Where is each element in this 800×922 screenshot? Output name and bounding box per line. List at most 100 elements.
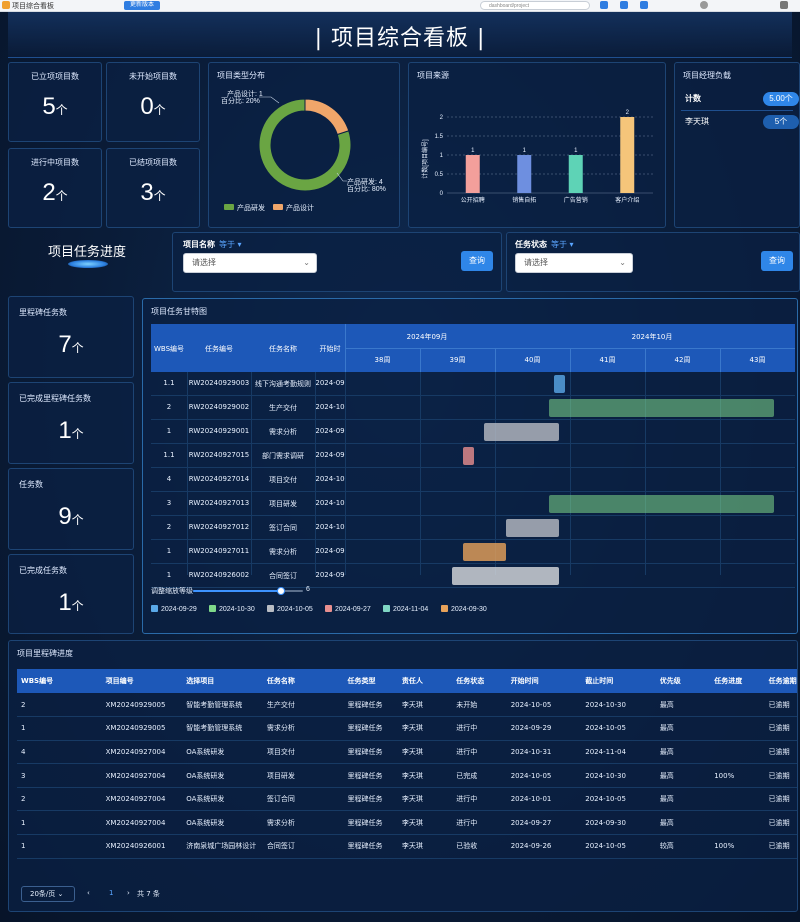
legend-item[interactable]: 2024-10-05: [267, 605, 313, 613]
query-button[interactable]: 查询: [461, 251, 493, 271]
table-cell: 2024-10-30: [581, 763, 656, 788]
glow-disc-icon: [68, 260, 108, 268]
table-row[interactable]: 2 XM20240929005 智能考勤管理系统 生产交付 里程碑任务 李天琪 未开始 202…: [17, 693, 797, 718]
table-header-cell[interactable]: WBS编号: [17, 669, 102, 693]
gantt-row[interactable]: 3 RW20240927013 项目研发 2024-10: [151, 492, 795, 516]
gantt-row[interactable]: 4 RW20240927014 项目交付 2024-10: [151, 468, 795, 492]
legend-item[interactable]: 2024-09-27: [325, 605, 371, 613]
table-header-cell[interactable]: 责任人: [397, 669, 453, 693]
gantt-row[interactable]: 1 RW20240926002 合同签订 2024-09: [151, 564, 795, 588]
stat-label: 已结项项目数: [129, 158, 177, 167]
filter-operator[interactable]: 等于 ▾: [551, 240, 574, 249]
gantt-row[interactable]: 2 RW20240929002 生产交付 2024-10: [151, 396, 795, 420]
table-header-cell[interactable]: 任务名称: [262, 669, 344, 693]
bar-0[interactable]: [465, 155, 480, 193]
table-cell: 李天琪: [397, 693, 453, 718]
legend-item[interactable]: 2024-09-29: [151, 605, 197, 613]
gantt-gridline: [315, 372, 316, 575]
bar-data-label: 1: [574, 148, 578, 154]
table-row[interactable]: 1 XM20240929005 智能考勤管理系统 需求分析 里程碑任务 李天琪 进行中 202…: [17, 716, 797, 741]
legend-item[interactable]: 2024-09-30: [441, 605, 487, 613]
callout-design-line1: 产品设计: 1: [227, 89, 263, 98]
panel-title: 项目里程碑进度: [17, 649, 73, 658]
pie-slice-dev[interactable]: [258, 98, 352, 192]
table-cell: [710, 810, 765, 836]
table-row[interactable]: 3 XM20240927004 OA系统研发 项目研发 里程碑任务 李天琪 已完成 2024-…: [17, 763, 797, 788]
prev-page-icon[interactable]: ‹: [87, 889, 90, 897]
table-header-cell[interactable]: 选择项目: [182, 669, 263, 693]
gantt-cell-wbs: 1.1: [163, 379, 175, 387]
legend-label: 2024-09-27: [335, 606, 371, 613]
table-header-cell[interactable]: 任务类型: [343, 669, 398, 693]
slider-handle[interactable]: [277, 587, 285, 595]
gantt-cell-task-no: RW20240927012: [188, 523, 250, 531]
pie-slice-design[interactable]: [304, 98, 350, 136]
table-cell: 进行中: [452, 740, 507, 765]
stat-value: 2个: [42, 179, 68, 206]
panel-title: 项目来源: [417, 71, 449, 80]
stat-value: 3个: [140, 179, 166, 206]
bar-1[interactable]: [517, 155, 532, 193]
table-header-cell[interactable]: 优先级: [655, 669, 711, 693]
zoom-slider[interactable]: [193, 587, 303, 595]
address-bar[interactable]: dashboard/project: [480, 1, 590, 10]
table-cell: 里程碑任务: [343, 763, 398, 788]
gantt-week: 40周: [524, 356, 541, 364]
gantt-bar[interactable]: [553, 375, 565, 393]
menu-icon[interactable]: [780, 1, 788, 9]
gantt-cell-task-no: RW20240929001: [188, 427, 250, 435]
table-header-cell[interactable]: 任务进度: [710, 669, 765, 693]
filter-operator[interactable]: 等于 ▾: [219, 240, 242, 249]
legend-item[interactable]: 2024-11-04: [383, 605, 428, 613]
table-row[interactable]: 1 XM20240927004 OA系统研发 需求分析 里程碑任务 李天琪 进行中 2024-…: [17, 810, 797, 836]
y-tick-label: 1: [440, 153, 444, 159]
table-header-cell[interactable]: 项目编号: [101, 669, 183, 693]
bar-2[interactable]: [568, 155, 583, 193]
gantt-row[interactable]: 1 RW20240927011 需求分析 2024-09: [151, 540, 795, 564]
next-page-icon[interactable]: ›: [127, 889, 130, 897]
query-button[interactable]: 查询: [761, 251, 793, 271]
table-cell: 最高: [655, 716, 711, 741]
page-number[interactable]: 1: [109, 889, 114, 897]
table-row[interactable]: 2 XM20240927004 OA系统研发 签订合同 里程碑任务 李天琪 进行中 2024-…: [17, 787, 797, 812]
extension-icon[interactable]: [640, 1, 648, 9]
legend-label: 2024-09-29: [161, 606, 197, 613]
table-header-cell[interactable]: 任务状态: [452, 669, 507, 693]
profile-icon[interactable]: [700, 1, 708, 9]
gantt-week: 39周: [449, 356, 466, 364]
y-tick-label: 0: [440, 191, 444, 197]
zoom-slider-value: 6: [306, 586, 310, 593]
bookmark-icon[interactable]: [600, 1, 608, 9]
browser-tab[interactable]: 项目综合看板: [12, 2, 54, 10]
update-button[interactable]: 更新版本: [124, 1, 160, 10]
table-header-cell[interactable]: 截止时间: [581, 669, 656, 693]
gantt-bar[interactable]: [462, 447, 474, 465]
table-header-cell[interactable]: 任务逾期: [764, 669, 797, 693]
table-header-cell[interactable]: 开始时间: [506, 669, 582, 693]
gantt-row[interactable]: 1.1 RW20240929003 线下沟通考勤规则 2024-09: [151, 372, 795, 396]
table-cell: XM20240927004: [101, 763, 183, 788]
stat-value: 9个: [58, 503, 84, 530]
gantt-bar[interactable]: [462, 543, 506, 561]
table-row[interactable]: 4 XM20240927004 OA系统研发 项目交付 里程碑任务 李天琪 进行中 2024-…: [17, 740, 797, 765]
gantt-row[interactable]: 2 RW20240927012 签订合同 2024-10: [151, 516, 795, 540]
gantt-bar[interactable]: [548, 399, 774, 417]
gantt-bar[interactable]: [484, 423, 560, 441]
bar-3[interactable]: [620, 117, 635, 193]
gantt-bar[interactable]: [452, 567, 560, 585]
gantt-cell-start: 2024-09: [315, 427, 345, 435]
legend-item[interactable]: 2024-10-30: [209, 605, 255, 613]
gantt-row[interactable]: 1 RW20240929001 需求分析 2024-09: [151, 420, 795, 444]
page-size-select[interactable]: 20条/页 ⌄: [21, 886, 75, 902]
project-name-select[interactable]: 请选择 ⌄: [183, 253, 317, 273]
gantt-bar[interactable]: [505, 519, 560, 537]
task-status-select[interactable]: 请选择 ⌄: [515, 253, 633, 273]
grid-icon[interactable]: [620, 1, 628, 9]
table-row[interactable]: 1 XM20240926001 济南泉城广场园林设计 合同签订 里程碑任务 李天琪 已验收 2…: [17, 834, 797, 859]
total-count: 共 7 条: [137, 890, 160, 898]
gantt-row[interactable]: 1.1 RW20240927015 部门需求调研 2024-09: [151, 444, 795, 468]
table-cell: 济南泉城广场园林设计: [182, 834, 263, 859]
gantt-month: 2024年10月: [631, 333, 673, 341]
table-cell: XM20240927004: [101, 740, 183, 765]
gantt-bar[interactable]: [548, 495, 774, 513]
